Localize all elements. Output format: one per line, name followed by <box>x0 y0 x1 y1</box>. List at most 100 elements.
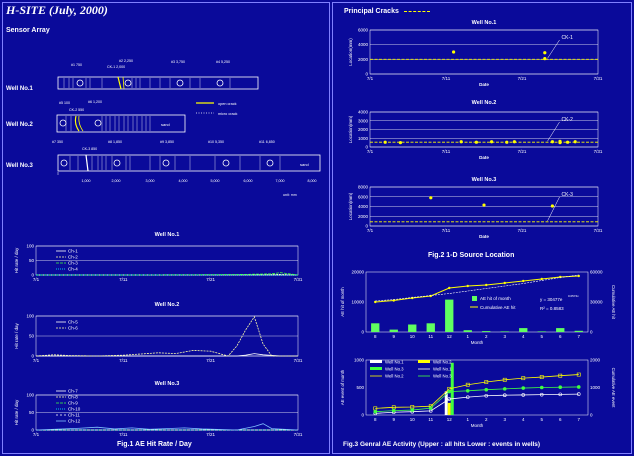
x-tick-6-8: 4 <box>522 334 525 339</box>
left-panel <box>2 2 330 454</box>
y-tick-2-2: 100 <box>26 393 34 398</box>
fit-exponent: 0.0574x <box>568 294 579 298</box>
y-tick-3-3: 6000 <box>358 28 369 33</box>
cum-point-7-2-5 <box>465 388 470 393</box>
y-tick-5-1: 2000 <box>358 214 369 219</box>
bar-6-7 <box>500 331 509 332</box>
y-axis-label-2: Hit rate / day <box>14 399 19 425</box>
plot-frame-6 <box>365 271 589 333</box>
series-line-1-1 <box>35 315 298 357</box>
y-axis-label-1: Hit rate / day <box>14 322 19 348</box>
bar-7-2-4 <box>450 362 454 415</box>
fig3-caption: Fig.3 Genral AE Activity (Upper : all hi… <box>343 441 541 448</box>
y2-tick-7-1: 1000 <box>590 385 601 390</box>
x-tick-0-1: 7/11 <box>119 277 128 282</box>
x-tick-4-0: 7/1 <box>367 149 374 154</box>
well1-tube <box>57 76 259 90</box>
chart-title-3: Well No.1 <box>472 20 497 26</box>
fig1-caption: Fig.1 AE Hit Rate / Day <box>117 441 192 448</box>
chart-title-1: Well No.2 <box>155 302 180 308</box>
legend-label-2-4: Ch-11 <box>68 413 80 418</box>
w3-sensor11: #11 6,850 <box>259 140 275 144</box>
y-tick-4-3: 3000 <box>358 118 369 123</box>
w3-sensor7: #7 350 <box>52 140 63 144</box>
cum-point-7-1-11 <box>576 372 581 377</box>
cumulative-point-6-5 <box>466 284 469 288</box>
y2-axis-label-6: Cumulative AE hit <box>611 285 616 320</box>
svg-text:3,000: 3,000 <box>146 179 155 183</box>
w3-sand: sand <box>300 162 309 167</box>
w1-sensor2: #2 2,250 <box>119 59 133 63</box>
legend-label-cumulative: Cumulative AE hit <box>480 305 516 310</box>
legend-label-2-0: Ch-7 <box>68 389 78 394</box>
y-tick-6-1: 10000 <box>351 300 364 305</box>
crack-pointer-5 <box>547 196 560 221</box>
x-tick-7-10: 6 <box>559 417 562 422</box>
cum-point-7-2-7 <box>502 387 507 391</box>
x-tick-7-3: 11 <box>428 417 433 422</box>
well3-label: Well No.3 <box>6 163 34 169</box>
page-title: H-SITE (July, 2000) <box>6 3 108 17</box>
legend-label-2-5: Ch-12 <box>68 419 81 424</box>
cumulative-point-6-7 <box>503 281 506 285</box>
y-tick-3-1: 2000 <box>358 57 369 62</box>
x-tick-1-3: 7/31 <box>294 358 303 363</box>
x-tick-0-2: 7/21 <box>206 277 215 282</box>
y2-axis-label-7: Cumulative AE event <box>611 368 616 409</box>
x-tick-6-9: 5 <box>540 334 543 339</box>
legend-label-2-1: Ch-8 <box>68 395 78 400</box>
x-tick-7-0: 8 <box>374 417 377 422</box>
legend-label-0-2: Ch-3 <box>68 261 78 266</box>
y-axis-label-7: AE event of month <box>340 369 345 405</box>
legend-swatch-7-1 <box>418 360 430 363</box>
svg-text:1,000: 1,000 <box>82 179 91 183</box>
location-point-4-7 <box>550 140 555 144</box>
right-panel <box>332 2 632 454</box>
bar-6-9 <box>537 331 546 332</box>
y-axis-label-4: Location(mm) <box>348 115 353 143</box>
location-point-4-5 <box>505 140 509 144</box>
legend-swatch-7-0 <box>370 360 382 363</box>
x-tick-1-1: 7/11 <box>119 358 128 363</box>
y-tick-1-1: 50 <box>29 334 35 339</box>
cum-point-7-0-11 <box>576 392 581 396</box>
crack-label-5: CK-3 <box>562 192 574 198</box>
location-point-4-10 <box>566 140 570 144</box>
legend-label-7-3: Well No.1 <box>433 367 452 372</box>
bar-6-1 <box>389 329 398 332</box>
cum-point-7-2-6 <box>484 387 489 392</box>
legend-label-1-0: Ch-5 <box>68 320 78 325</box>
w3-crack: CK-3 850 <box>82 147 97 151</box>
x-tick-0-0: 7/1 <box>33 277 40 282</box>
x-axis-label-4: Date <box>479 155 489 160</box>
w3-sensor10: #10 5,350 <box>208 140 224 144</box>
x-tick-5-0: 7/1 <box>367 228 374 233</box>
w2-sand: sand <box>161 122 170 127</box>
cum-point-7-1-9 <box>539 375 544 379</box>
cumulative-point-6-0 <box>374 300 377 304</box>
y-tick-2-1: 50 <box>29 410 35 415</box>
bar-7-1-4 <box>447 402 451 415</box>
cum-point-7-1-5 <box>465 382 470 387</box>
legend-label-1-1: Ch-6 <box>68 326 78 331</box>
x-tick-6-7: 3 <box>503 334 506 339</box>
well2-label: Well No.2 <box>6 122 34 128</box>
y-tick-2-0: 0 <box>31 428 34 433</box>
x-tick-5-2: 7/21 <box>518 228 527 233</box>
y-tick-0-0: 0 <box>31 273 34 278</box>
y2-tick-7-0: 0 <box>590 413 593 418</box>
y-tick-4-1: 1000 <box>358 136 369 141</box>
y-tick-3-2: 4000 <box>358 42 369 47</box>
cum-point-7-1-10 <box>558 373 563 378</box>
cumulative-point-6-10 <box>559 275 562 279</box>
x-tick-2-1: 7/11 <box>119 432 128 437</box>
y-tick-1-2: 100 <box>26 314 34 319</box>
y-tick-1-0: 0 <box>31 354 34 359</box>
location-point-3-0 <box>452 50 456 54</box>
location-point-4-6 <box>512 140 517 144</box>
x-tick-6-10: 6 <box>559 334 562 339</box>
crack-pointer-3 <box>547 39 560 59</box>
location-point-3-1 <box>543 51 547 55</box>
cum-point-7-2-2 <box>410 408 415 412</box>
